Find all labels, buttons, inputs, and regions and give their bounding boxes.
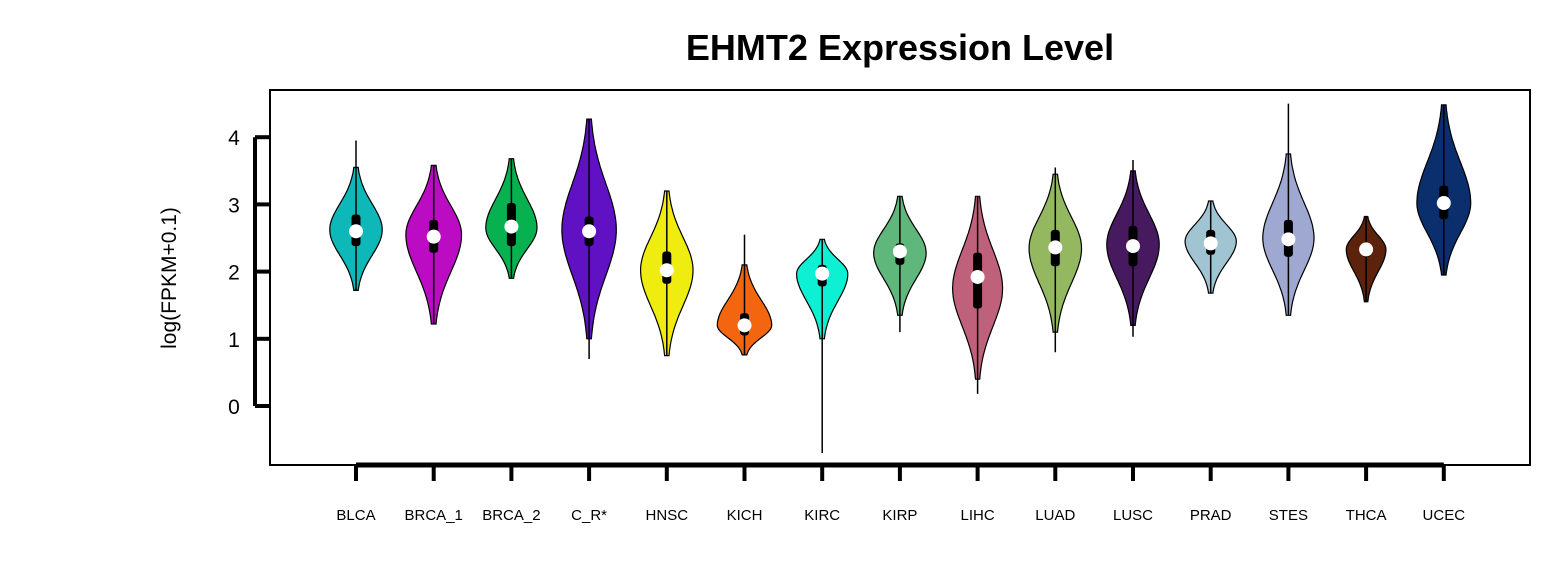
violin-group bbox=[873, 195, 927, 333]
violin-group bbox=[951, 195, 1004, 394]
y-axis: 0 1 2 3 4 bbox=[228, 127, 271, 419]
y-tick-label: 2 bbox=[228, 262, 240, 285]
violin-group bbox=[329, 140, 383, 291]
x-tick-label: LUAD bbox=[1035, 507, 1075, 524]
violin-group bbox=[561, 118, 617, 359]
y-tick-label: 0 bbox=[228, 396, 240, 419]
violin-group bbox=[716, 234, 773, 356]
y-tick-label: 1 bbox=[228, 329, 240, 352]
x-tick-label: C_R* bbox=[571, 507, 607, 524]
x-tick-label: KIRP bbox=[882, 507, 917, 524]
violin-group bbox=[1028, 167, 1083, 353]
violin-group bbox=[485, 158, 538, 279]
x-tick-label: BLCA bbox=[336, 507, 375, 524]
x-tick-label: KIRC bbox=[804, 507, 840, 524]
violin-median-point bbox=[1126, 239, 1140, 254]
violin-median-point bbox=[582, 224, 597, 239]
x-tick-label: PRAD bbox=[1190, 507, 1232, 524]
violin-group bbox=[1106, 160, 1160, 337]
x-tick-label: HNSC bbox=[646, 507, 689, 524]
x-tick-label: LUSC bbox=[1113, 507, 1153, 524]
violin-median-point bbox=[1281, 232, 1296, 247]
x-axis: BLCA BRCA_1 BRCA_2 C_R* HNSC KICH KIRC KIRP LIHC… bbox=[336, 462, 1466, 524]
violin-median-point bbox=[1048, 240, 1063, 255]
x-tick-label: UCEC bbox=[1423, 507, 1466, 524]
violin-median-point bbox=[970, 269, 985, 284]
violin-median-point bbox=[659, 263, 674, 278]
violin-median-point bbox=[737, 318, 752, 333]
violin-median-point bbox=[504, 219, 519, 234]
y-axis-label: log(FPKM+0.1) bbox=[158, 207, 181, 349]
violin-group bbox=[405, 164, 463, 325]
violin-group bbox=[640, 190, 694, 357]
y-tick-label: 3 bbox=[228, 194, 240, 217]
y-tick-label: 4 bbox=[228, 127, 240, 150]
violins bbox=[329, 103, 1472, 454]
violin-group bbox=[1345, 215, 1387, 303]
x-tick-label: LIHC bbox=[961, 507, 995, 524]
chart-title: EHMT2 Expression Level bbox=[686, 27, 1114, 68]
x-tick-label: STES bbox=[1269, 507, 1308, 524]
violin-median-point bbox=[892, 244, 907, 259]
violin-group bbox=[1416, 104, 1472, 276]
violin-median-point bbox=[1436, 196, 1451, 211]
violin-median-point bbox=[349, 224, 363, 239]
violin-median-point bbox=[1359, 242, 1374, 257]
x-tick-label: KICH bbox=[727, 507, 763, 524]
violin-group bbox=[1262, 103, 1315, 316]
violin-median-point bbox=[815, 266, 830, 281]
x-tick-label: BRCA_2 bbox=[482, 507, 540, 524]
violin-median-point bbox=[1203, 236, 1218, 251]
violin-group bbox=[1184, 200, 1237, 294]
x-tick-label: THCA bbox=[1346, 507, 1387, 524]
violin-median-point bbox=[426, 229, 441, 244]
x-tick-label: BRCA_1 bbox=[405, 507, 463, 524]
violin-group bbox=[795, 238, 849, 454]
